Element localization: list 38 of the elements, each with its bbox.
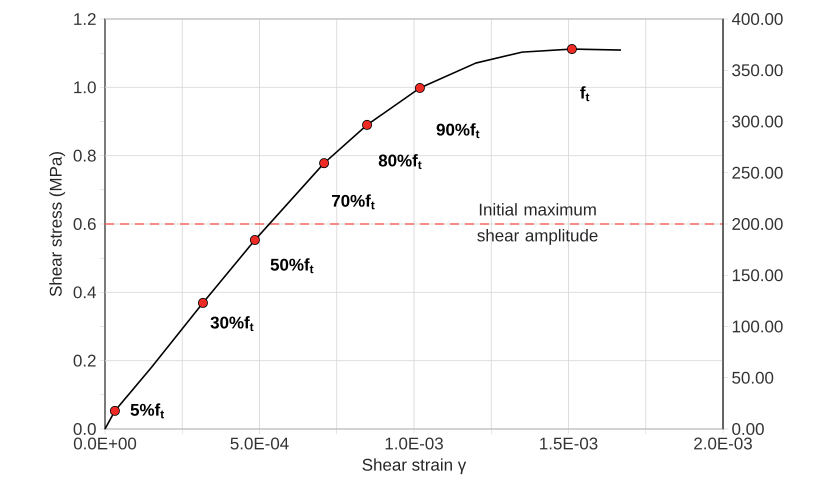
x-axis-title: Shear strain γ: [362, 458, 466, 474]
point: [250, 235, 260, 246]
point: [362, 120, 372, 130]
y-tick-label: 1.0: [74, 81, 96, 94]
y2-tick-label: 250.00: [732, 166, 783, 179]
x-tick-label: 5.0E-04: [230, 438, 289, 450]
x-tick-label: 0.0E+00: [74, 438, 136, 450]
y2-tick-label: 200.00: [732, 218, 783, 230]
y-tick-label: 0.4: [74, 286, 96, 298]
y-tick-label: 0.0: [74, 423, 96, 435]
y2-tick-label: 100.00: [732, 320, 783, 332]
annotation: f$_{t}$: [580, 86, 590, 102]
point: [319, 158, 330, 168]
x-tick-label: 1.0E-03: [386, 438, 443, 450]
y-tick-label: 0.2: [74, 354, 96, 367]
x-tick-label: 2.0E-03: [694, 438, 752, 450]
annotation: 80%f$_{t}$: [378, 154, 422, 170]
y2-tick-label: 350.00: [732, 64, 783, 76]
annotation: 50%f$_{t}$: [270, 258, 314, 274]
y-axis-title: Shear stress (MPa): [49, 152, 66, 296]
y2-tick-label: 300.00: [732, 116, 783, 128]
y-tick-label: 0.8: [74, 150, 96, 162]
ref-line-label: Initial maximum shear amplitude: [477, 203, 598, 245]
y2-tick-label: 150.00: [732, 269, 783, 282]
point: [110, 406, 120, 416]
annotation: 5%f$_{t}$: [130, 403, 164, 418]
y2-tick-label: 50.00: [732, 372, 774, 384]
annotation: 90%f$_{t}$: [436, 123, 480, 138]
y2-tick-label: 400.00: [732, 13, 783, 25]
y2-tick-label: 0.00: [732, 423, 764, 435]
annotation: 30%f$_{t}$: [210, 316, 254, 332]
point: [414, 83, 425, 94]
point: [566, 44, 577, 54]
y-tick-label: 0.6: [74, 218, 96, 230]
annotation: 70%f$_{t}$: [332, 194, 375, 210]
x-tick-label: 1.5E-03: [540, 438, 598, 450]
point: [198, 298, 208, 308]
y-tick-label: 1.2: [74, 13, 96, 25]
